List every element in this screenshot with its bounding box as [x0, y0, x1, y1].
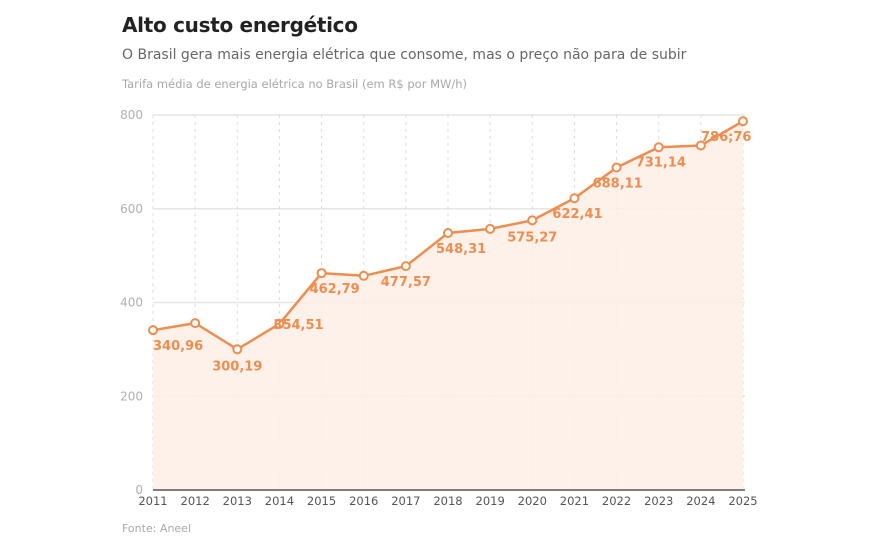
- data-point: [274, 318, 285, 329]
- chart-title: Alto custo energético: [122, 13, 358, 37]
- data-point: [485, 223, 496, 234]
- data-point: [148, 325, 158, 336]
- data-point: [400, 261, 411, 272]
- x-tick-label: 2022: [602, 494, 631, 508]
- y-axis-label: Tarifa média de energia elétrica no Bras…: [122, 77, 468, 91]
- x-tick-label: 2014: [265, 494, 294, 508]
- data-point: [653, 142, 664, 153]
- x-tick-label: 2023: [644, 494, 673, 508]
- x-tick-label: 2012: [181, 494, 210, 508]
- x-tick-label: 2019: [476, 494, 505, 508]
- data-point: [232, 344, 243, 355]
- x-tick-label: 2013: [223, 494, 252, 508]
- y-tick-label: 400: [120, 296, 143, 310]
- data-label: 731,14: [636, 155, 686, 170]
- y-tick-label: 200: [120, 389, 143, 403]
- x-tick-label: 2021: [560, 494, 589, 508]
- data-labels-layer: 340,96 300,19 354,51 462,79 477,57 548,31 575,…: [153, 130, 751, 374]
- chart-subtitle: O Brasil gera mais energia elétrica que …: [122, 47, 687, 63]
- data-label: 340,96: [153, 339, 203, 354]
- x-tick-label: 2020: [518, 494, 547, 508]
- data-point: [190, 318, 201, 329]
- data-label: 477,57: [381, 275, 431, 290]
- y-tick-label: 0: [135, 483, 143, 497]
- data-label: 462,79: [310, 282, 360, 297]
- data-point: [527, 215, 538, 226]
- points-layer: [148, 116, 748, 355]
- y-tick-label: 800: [120, 108, 143, 122]
- data-point: [569, 193, 580, 204]
- x-tick-label: 2018: [433, 494, 462, 508]
- source-note: Fonte: Aneel: [122, 522, 192, 535]
- x-tick-label: 2016: [349, 494, 378, 508]
- data-point: [738, 116, 748, 127]
- x-tick-label: 2017: [391, 494, 420, 508]
- x-tick-label: 2015: [307, 494, 336, 508]
- data-label: 622,41: [552, 207, 602, 222]
- x-tick-label: 2024: [686, 494, 715, 508]
- data-label: 786;76: [701, 130, 751, 145]
- y-tick-label: 600: [120, 202, 143, 216]
- data-point: [316, 268, 327, 279]
- data-label: 688,11: [593, 176, 643, 191]
- data-label: 300,19: [212, 359, 262, 374]
- x-tick-label: 2025: [728, 494, 757, 508]
- x-tick-label: 2011: [138, 494, 167, 508]
- data-label: 548,31: [436, 242, 486, 257]
- data-point: [695, 140, 706, 151]
- data-point: [611, 162, 622, 173]
- area-layer: [153, 121, 743, 491]
- data-point: [358, 270, 369, 281]
- data-label: 575,27: [507, 230, 557, 245]
- data-label: 354,51: [273, 318, 323, 333]
- area-fill: [153, 121, 743, 491]
- data-point: [443, 227, 453, 238]
- axes: 0 200 400 600 800 2011 2012 2013 2014 2015 2016 201…: [120, 108, 758, 508]
